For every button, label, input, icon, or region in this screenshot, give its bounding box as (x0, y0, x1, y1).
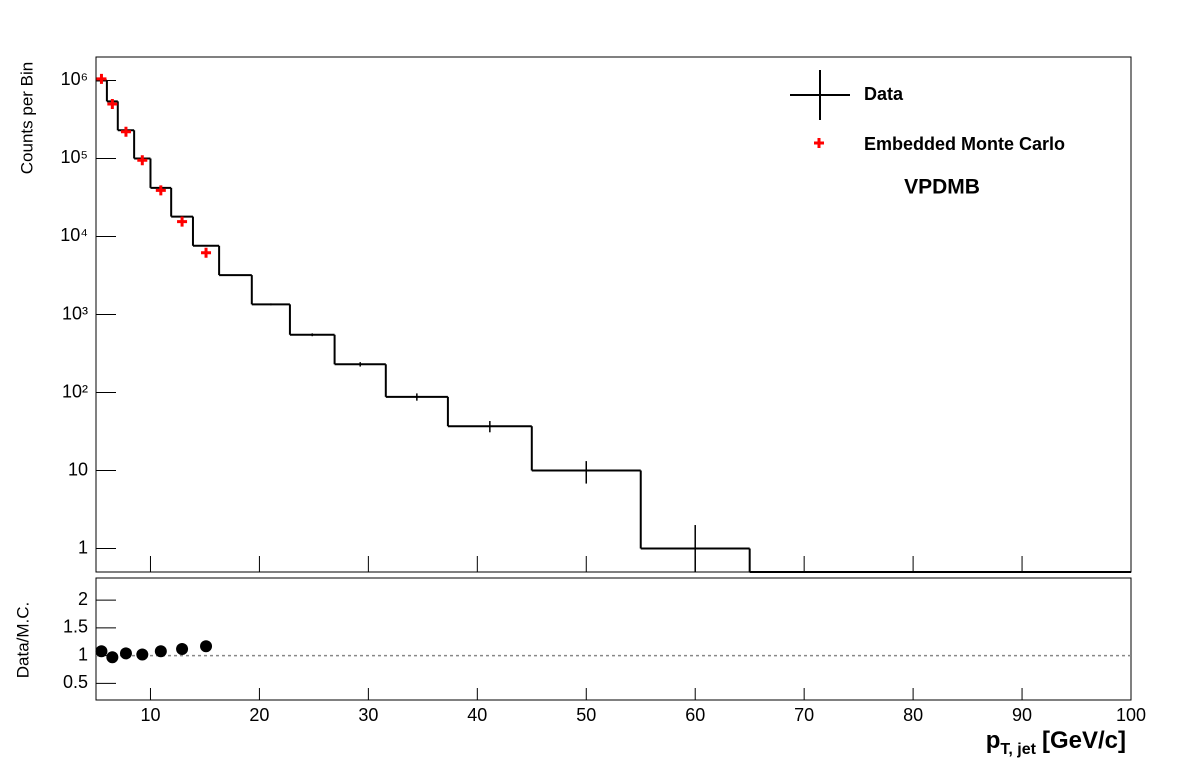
ratio-point (200, 640, 213, 653)
y-tick-label: 10⁵ (61, 147, 88, 167)
y-tick-label: 0.5 (63, 672, 88, 692)
bottom-frame (95, 577, 1132, 701)
x-label-main: p (986, 727, 1001, 754)
x-tick-label: 80 (903, 705, 923, 725)
y-tick-label: 10⁴ (60, 225, 88, 245)
y-tick-label: 10² (62, 381, 88, 401)
ratio-point (176, 642, 189, 655)
mc-marker (177, 216, 188, 227)
ratio-point (154, 645, 167, 658)
y-tick-label: 1 (78, 537, 88, 557)
y-axis-label: Counts per Bin (17, 62, 36, 174)
x-tick-label: 70 (794, 705, 814, 725)
x-axis-label: pT, jet [GeV/c] (986, 727, 1126, 758)
y-tick-label: 10⁶ (61, 69, 88, 89)
y-tick-label: 1 (78, 644, 88, 664)
x-tick-label: 10 (140, 705, 160, 725)
y-tick-label: 10 (68, 459, 88, 479)
x-label-subscript: T, jet (1000, 741, 1036, 758)
annotation: VPDMB (904, 176, 980, 199)
x-tick-label: 100 (1116, 705, 1146, 725)
mc-marker (155, 185, 166, 196)
legend-symbol (790, 70, 850, 120)
legend-label: Data (864, 84, 904, 104)
mc-marker (201, 247, 212, 258)
y-tick-label: 10³ (62, 303, 88, 323)
ratio-point (119, 647, 132, 660)
mc-marker (137, 155, 148, 166)
legend-label: Embedded Monte Carlo (864, 134, 1065, 154)
x-tick-label: 30 (358, 705, 378, 725)
mc-marker (120, 126, 131, 137)
mc-marker (96, 73, 107, 84)
legend-symbol (814, 138, 824, 148)
y-tick-label: 1.5 (63, 617, 88, 637)
x-tick-label: 90 (1012, 705, 1032, 725)
mc-marker (107, 98, 118, 109)
x-tick-label: 40 (467, 705, 487, 725)
x-tick-label: 20 (249, 705, 269, 725)
y-tick-label: 2 (78, 589, 88, 609)
x-label-unit: [GeV/c] (1042, 727, 1126, 754)
x-tick-label: 60 (685, 705, 705, 725)
ratio-point (106, 651, 119, 664)
ratio-point (95, 645, 108, 658)
ratio-y-axis-label: Data/M.C. (13, 602, 32, 679)
ratio-point (136, 648, 149, 661)
x-tick-label: 50 (576, 705, 596, 725)
